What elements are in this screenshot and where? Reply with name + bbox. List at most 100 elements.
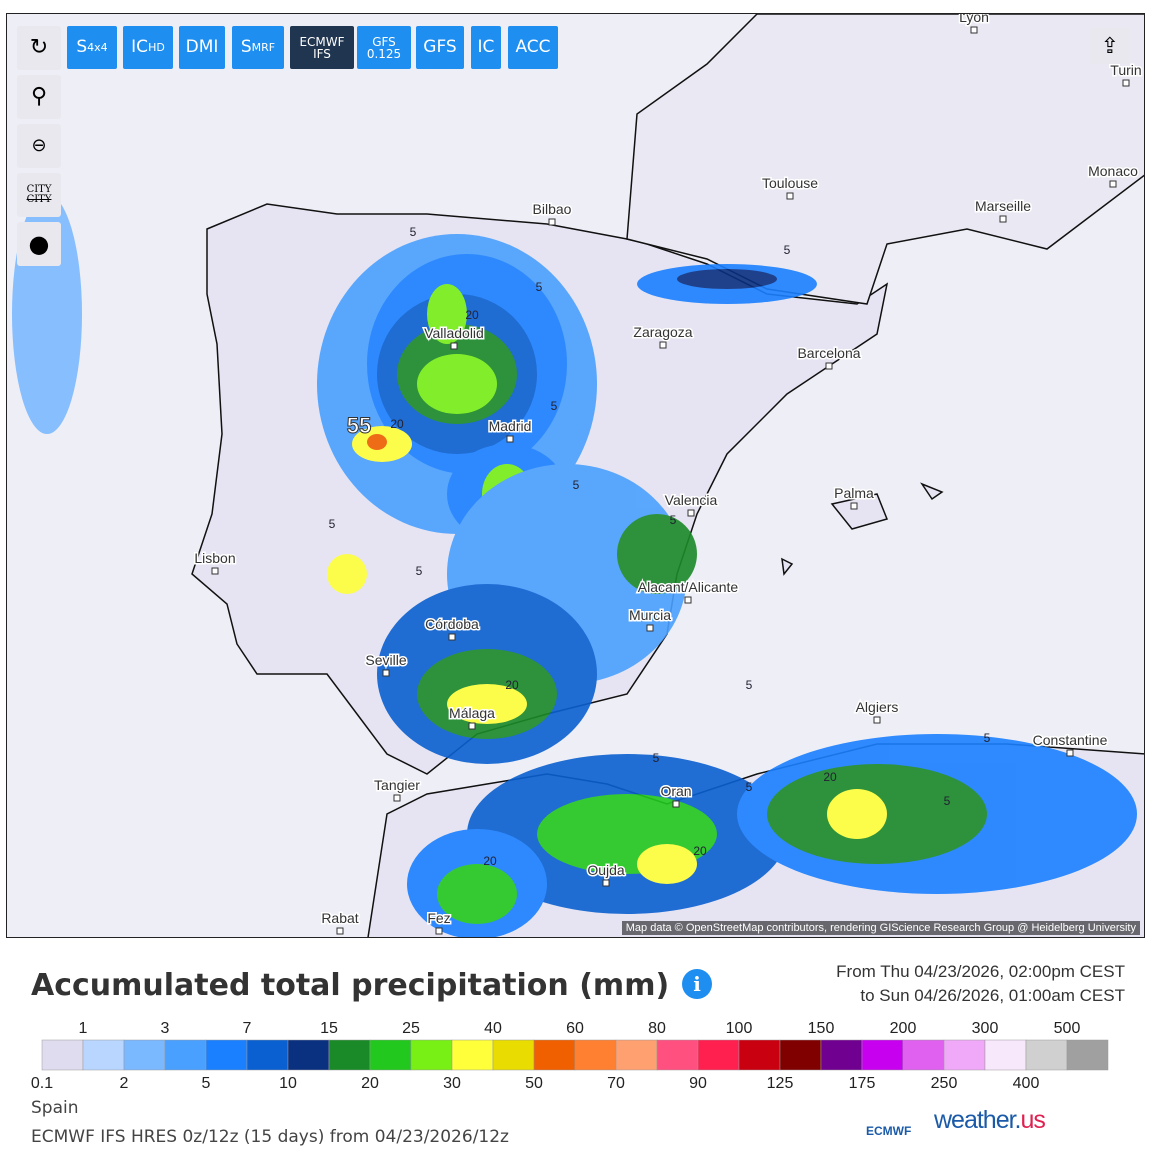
city-label: Alacant/Alicante <box>638 579 739 595</box>
reload-button[interactable]: ↻ <box>17 26 61 70</box>
legend-label-bottom: 175 <box>849 1075 876 1092</box>
button-main: DMI <box>185 37 219 57</box>
legend-label-bottom: 5 <box>202 1075 211 1092</box>
city-marker <box>672 800 680 808</box>
attribution: Map data © OpenStreetMap contributors, r… <box>621 921 1140 935</box>
legend-label-top: 3 <box>161 1020 170 1037</box>
model-button[interactable]: IC HD <box>123 26 173 69</box>
ecmwf-logo: ECMWF <box>866 1124 912 1138</box>
pin-button[interactable]: ● <box>17 222 61 266</box>
city-label-off: CITY <box>26 194 52 205</box>
contour-label: 20 <box>823 770 837 784</box>
legend-label-bottom: 0.1 <box>31 1075 53 1092</box>
model-button[interactable]: S 4x4 <box>67 26 117 69</box>
city-marker <box>1109 180 1117 188</box>
logo-weather: weather. <box>934 1106 1022 1134</box>
model-button[interactable]: DMI <box>179 26 225 69</box>
city-label: Lisbon <box>194 550 235 566</box>
city-marker <box>684 596 692 604</box>
model-button[interactable]: S MRF <box>232 26 284 69</box>
legend-swatch <box>697 1039 740 1071</box>
legend-swatch <box>410 1039 453 1071</box>
legend-label-bottom: 250 <box>931 1075 958 1092</box>
city-label: Murcia <box>629 607 671 623</box>
city-label: Palma <box>834 485 874 501</box>
city-label: Zaragoza <box>633 324 692 340</box>
city-label: Oujda <box>587 862 625 878</box>
legend-swatch <box>738 1039 781 1071</box>
contour-label: 20 <box>465 308 479 322</box>
share-button[interactable]: ⇪ <box>1090 28 1130 64</box>
city-label: Tangier <box>374 777 420 793</box>
legend-label-top: 300 <box>972 1020 999 1037</box>
legend-label-top: 1 <box>79 1020 88 1037</box>
button-sub: MRF <box>251 41 276 54</box>
city-marker <box>850 502 858 510</box>
contour-label: 5 <box>670 513 677 527</box>
legend-swatch <box>902 1039 945 1071</box>
title: Accumulated total precipitation (mm) <box>31 968 670 1003</box>
button-main: GFS <box>372 34 396 49</box>
map[interactable]: Lyon Turin Toulouse Monaco Marseille Bilbao Za… <box>6 13 1145 938</box>
location-button[interactable]: ⚲ <box>17 75 61 119</box>
contour-label: 5 <box>410 225 417 239</box>
city-marker <box>468 722 476 730</box>
legend-label-bottom: 70 <box>607 1075 625 1092</box>
city-label: CITY <box>26 184 52 195</box>
legend-label-top: 200 <box>890 1020 917 1037</box>
legend-label-bottom: 125 <box>767 1075 794 1092</box>
period-from: From Thu 04/23/2026, 02:00pm CEST <box>836 962 1125 981</box>
legend-swatch <box>861 1039 904 1071</box>
city-label: Córdoba <box>425 616 479 632</box>
button-sub: IFS <box>313 46 331 61</box>
button-main: ACC <box>515 37 551 57</box>
city-marker <box>646 624 654 632</box>
map-canvas: Lyon Turin Toulouse Monaco Marseille Bilbao Za… <box>7 14 1144 937</box>
city-marker <box>393 794 401 802</box>
city-marker <box>970 26 978 34</box>
legend-swatch <box>205 1039 248 1071</box>
contour-label: 20 <box>505 678 519 692</box>
legend-label-bottom: 10 <box>279 1075 297 1092</box>
contour-label: 20 <box>390 417 404 431</box>
legend-label-top: 40 <box>484 1020 502 1037</box>
legend-swatch <box>574 1039 617 1071</box>
city-marker <box>211 567 219 575</box>
period-to: to Sun 04/26/2026, 01:00am CEST <box>860 986 1125 1005</box>
legend-label-top: 7 <box>243 1020 252 1037</box>
region: Spain <box>31 1098 79 1118</box>
city-label: Málaga <box>449 705 495 721</box>
legend-swatch <box>451 1039 494 1071</box>
model-button[interactable]: ACC <box>508 26 558 69</box>
model-button[interactable]: GFS <box>416 26 464 69</box>
contour-label: 5 <box>416 564 423 578</box>
legend-label-top: 60 <box>566 1020 584 1037</box>
zoom-button[interactable]: ⊖ <box>17 124 61 168</box>
model-button[interactable]: GFS 0.125 <box>357 26 411 69</box>
city-marker <box>687 509 695 517</box>
city-marker <box>506 435 514 443</box>
button-main: GFS <box>423 37 457 57</box>
contour-label: 5 <box>784 243 791 257</box>
city-label: Barcelona <box>797 345 860 361</box>
city-toggle[interactable]: CITY CITY <box>17 173 61 217</box>
contour-label: 5 <box>746 678 753 692</box>
logo-us: us <box>1020 1106 1046 1134</box>
info-button[interactable]: i <box>682 969 712 999</box>
city-marker <box>1122 79 1130 87</box>
city-marker <box>999 215 1007 223</box>
city-marker <box>448 633 456 641</box>
model-button[interactable]: IC <box>471 26 501 69</box>
model-button[interactable]: ECMWF IFS <box>290 26 354 69</box>
city-label: Lyon <box>959 14 989 25</box>
legend-label-bottom: 400 <box>1013 1075 1040 1092</box>
city-marker <box>336 927 344 935</box>
city-label: Constantine <box>1033 732 1108 748</box>
legend-label-top: 100 <box>726 1020 753 1037</box>
contour-label: 5 <box>551 399 558 413</box>
legend-swatch <box>82 1039 125 1071</box>
legend-swatch <box>164 1039 207 1071</box>
contour-label: 5 <box>329 517 336 531</box>
legend-label-top: 150 <box>808 1020 835 1037</box>
